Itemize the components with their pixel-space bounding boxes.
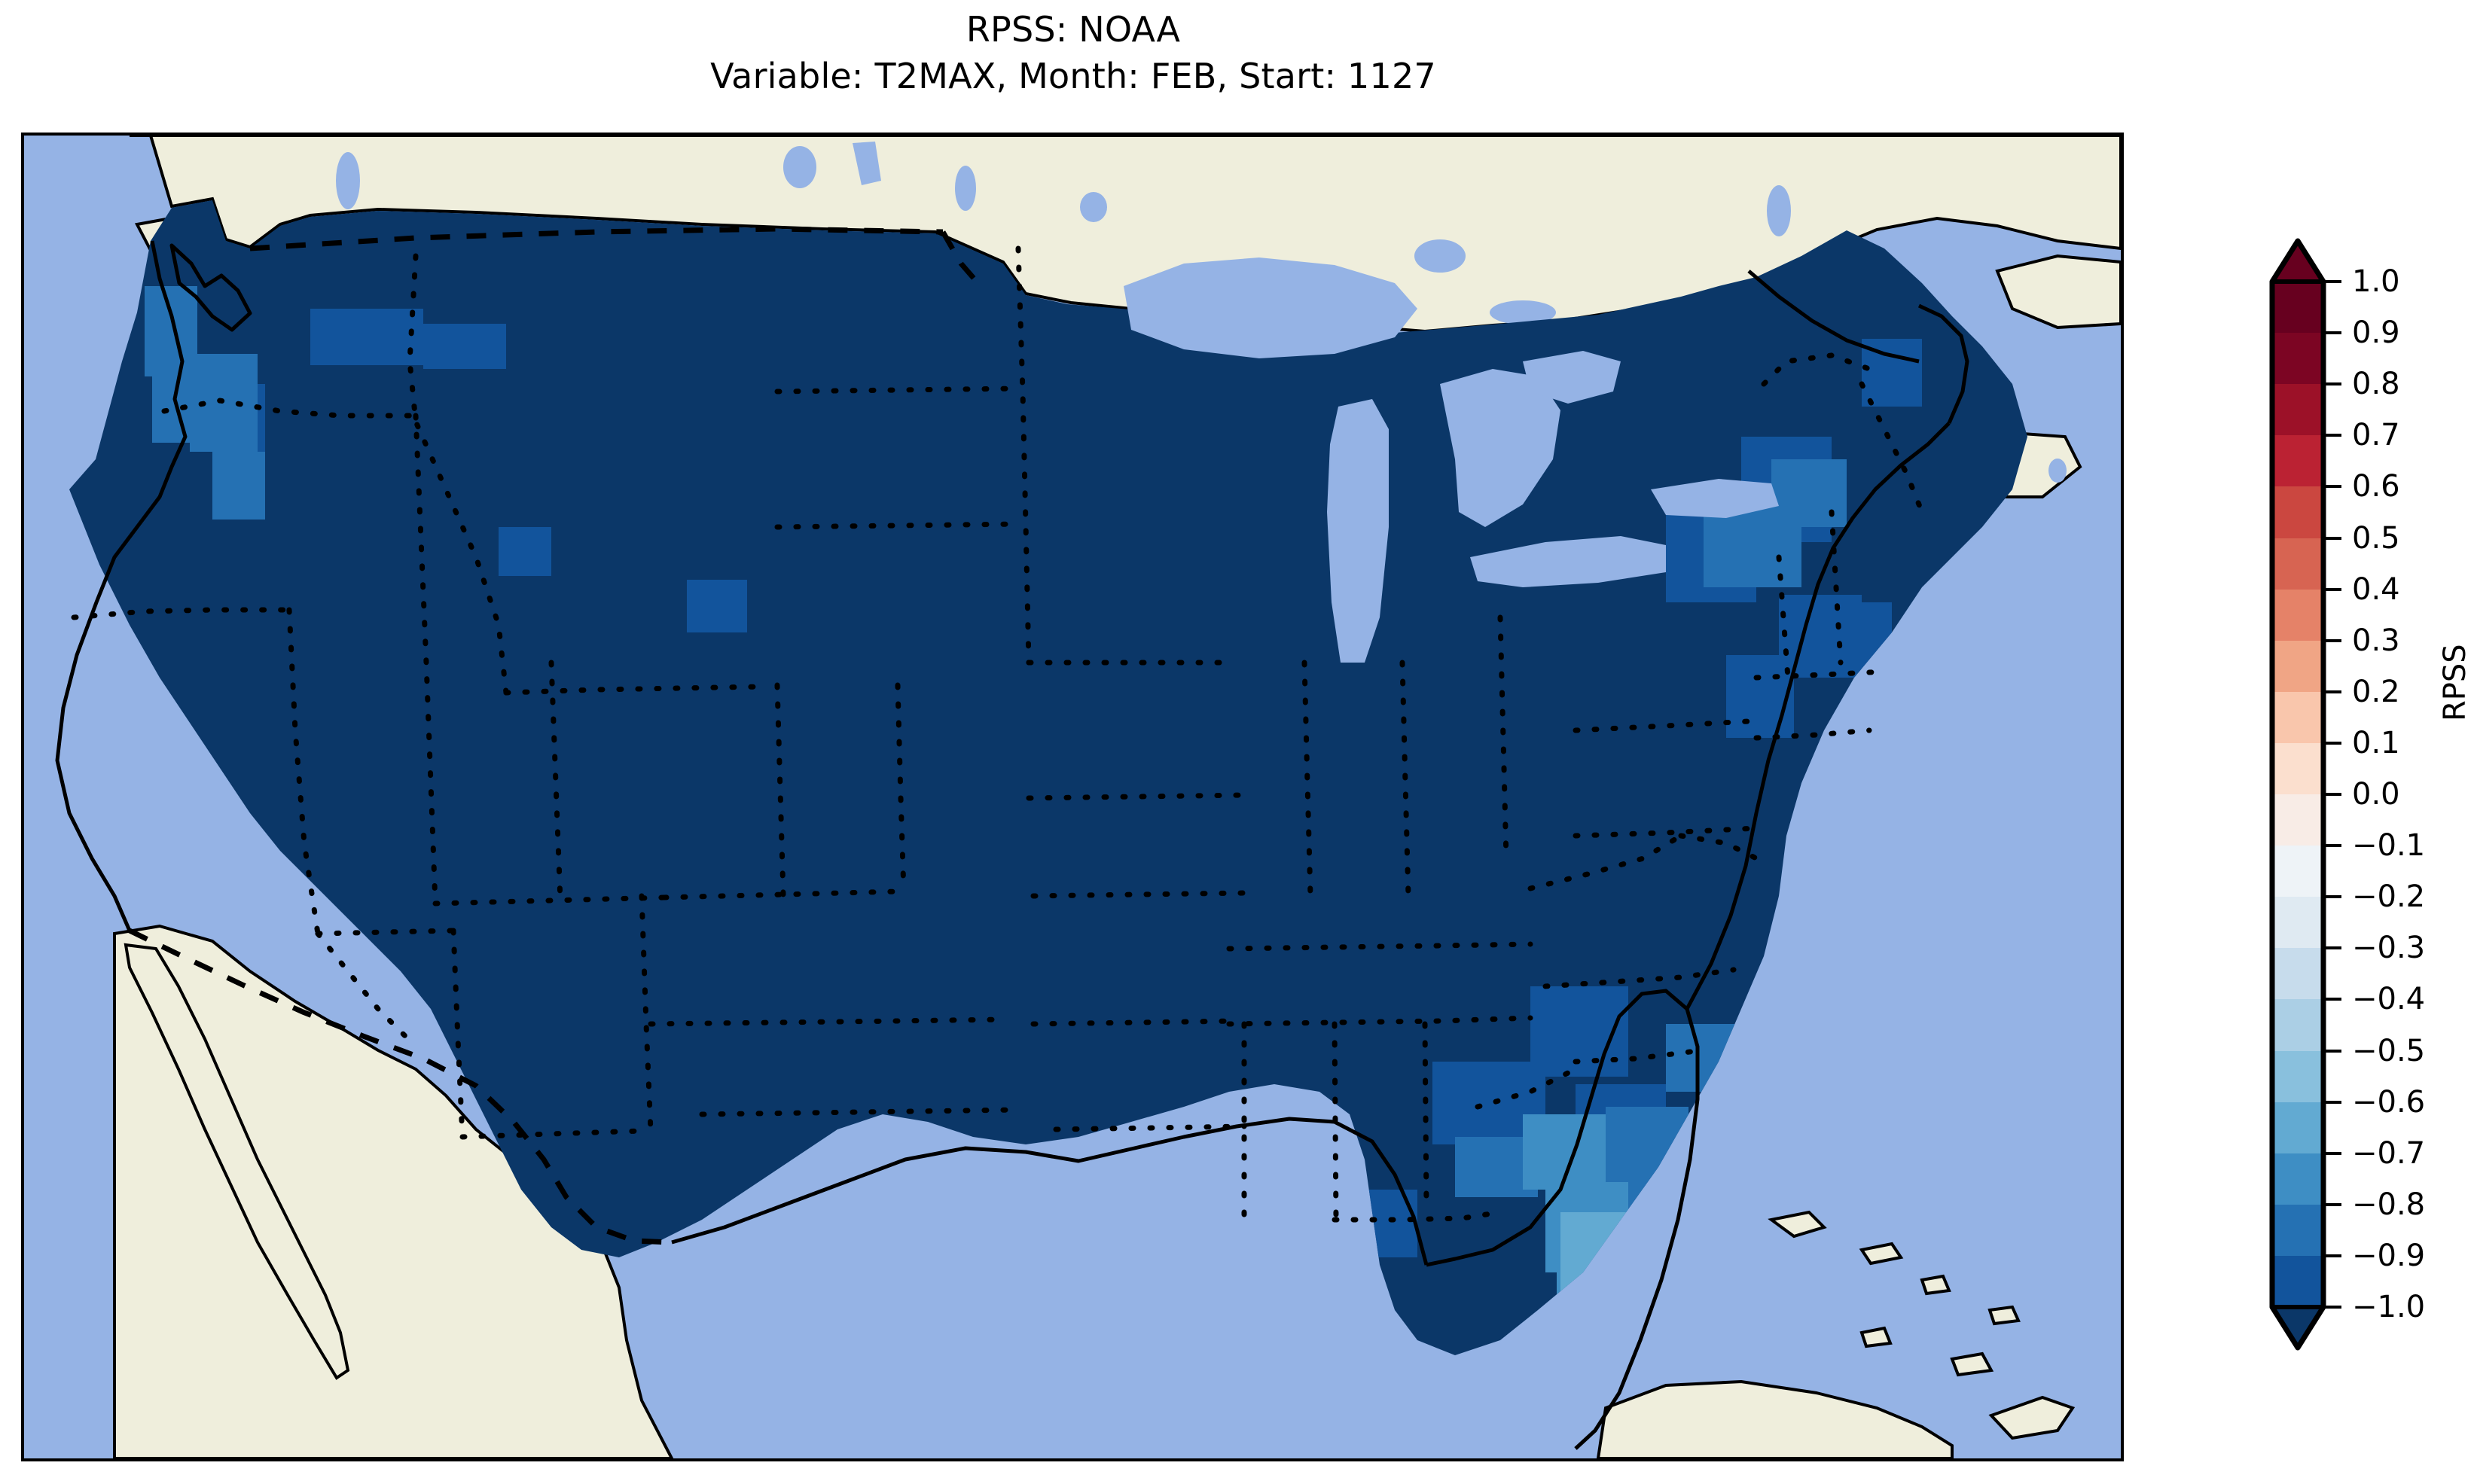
colorbar-band (2271, 333, 2325, 385)
neighbouring-land (113, 136, 2121, 1458)
canada-lakes (336, 146, 2067, 483)
colorbar-band (2271, 846, 2325, 897)
map-axes (21, 133, 2124, 1461)
colorbar-band (2271, 691, 2325, 744)
colorbar-outline (2269, 238, 2326, 1351)
map-clip (24, 136, 2121, 1458)
colorbar-band (2271, 589, 2325, 641)
international-borders (128, 226, 983, 1245)
colorbar-band (2271, 742, 2325, 795)
colorbar-tick-label: −0.6 (2352, 1084, 2426, 1120)
colorbar-tick-label: 0.9 (2352, 315, 2400, 351)
colorbar-band (2271, 282, 2325, 334)
colorbar-band (2271, 538, 2325, 590)
colorbar-tick (2325, 1151, 2341, 1155)
colorbar-tick-label: 0.0 (2352, 777, 2400, 812)
colorbar-band (2271, 794, 2325, 846)
colorbar-tick (2325, 1306, 2341, 1309)
colorbar-tick (2325, 1049, 2341, 1053)
colorbar-band (2271, 897, 2325, 949)
colorbar-band (2271, 384, 2325, 436)
colorbar-tick-label: −0.5 (2352, 1033, 2426, 1068)
colorbar: 1.0 0.9 0.8 0.7 0.6 0.5 0.4 0.3 0.2 0.1 0.0 −0.1 −0.… (2269, 238, 2474, 1351)
colorbar-tick (2325, 844, 2341, 848)
colorbar-tick (2325, 434, 2341, 437)
colorbar-tick (2325, 331, 2341, 335)
title-line-2: Variable: T2MAX, Month: FEB, Start: 1127 (710, 56, 1436, 96)
colorbar-tick-label: 0.4 (2352, 571, 2400, 607)
colorbar-bands (2271, 282, 2325, 1308)
colorbar-tick-label: 0.5 (2352, 520, 2400, 556)
colorbar-tick-label: 1.0 (2352, 264, 2400, 299)
colorbar-band (2271, 1255, 2325, 1308)
colorbar-band (2271, 1204, 2325, 1257)
colorbar-tick-label: −0.2 (2352, 879, 2426, 915)
title-line-1: RPSS: NOAA (966, 9, 1181, 50)
colorbar-tick (2325, 946, 2341, 950)
colorbar-band (2271, 999, 2325, 1052)
colorbar-tick (2325, 1202, 2341, 1206)
colorbar-tick-label: 0.8 (2352, 367, 2400, 402)
colorbar-band (2271, 1153, 2325, 1205)
colorbar-tick-label: −0.1 (2352, 828, 2426, 864)
coastlines (55, 240, 1969, 1450)
colorbar-tick (2325, 741, 2341, 745)
colorbar-tick (2325, 485, 2341, 489)
colorbar-tick (2325, 638, 2341, 642)
colorbar-tick-label: −0.8 (2352, 1187, 2426, 1222)
colorbar-tick-label: −1.0 (2352, 1290, 2426, 1324)
colorbar-tick-label: 0.7 (2352, 418, 2400, 453)
colorbar-tick-label: −0.3 (2352, 931, 2426, 966)
state-borders (71, 245, 1925, 1223)
colorbar-band (2271, 948, 2325, 1000)
figure-title: RPSS: NOAA Variable: T2MAX, Month: FEB, … (0, 6, 2146, 99)
colorbar-band (2271, 1050, 2325, 1103)
colorbar-band (2271, 435, 2325, 487)
colorbar-tick (2325, 587, 2341, 591)
colorbar-band (2271, 1102, 2325, 1154)
colorbar-tick-label: −0.4 (2352, 982, 2426, 1017)
colorbar-tick (2325, 690, 2341, 693)
colorbar-tick-label: −0.7 (2352, 1135, 2426, 1171)
colorbar-tick (2325, 1100, 2341, 1104)
colorbar-tick (2325, 1254, 2341, 1257)
colorbar-axis-label: RPSS (2438, 644, 2472, 721)
colorbar-tick (2325, 895, 2341, 899)
colorbar-tick (2325, 536, 2341, 540)
colorbar-tick-label: 0.6 (2352, 469, 2400, 504)
colorbar-tick (2325, 382, 2341, 386)
great-lakes (853, 142, 1779, 663)
colorbar-band (2271, 640, 2325, 693)
colorbar-tick-label: 0.1 (2352, 725, 2400, 760)
colorbar-tick-label: 0.3 (2352, 623, 2400, 658)
colorbar-tick-label: 0.2 (2352, 674, 2400, 709)
conus-rpss-map (24, 136, 2121, 1458)
colorbar-band (2271, 486, 2325, 539)
colorbar-tick (2325, 998, 2341, 1001)
colorbar-tick (2325, 793, 2341, 796)
colorbar-tick (2325, 280, 2341, 283)
colorbar-tick-label: −0.9 (2352, 1238, 2426, 1273)
